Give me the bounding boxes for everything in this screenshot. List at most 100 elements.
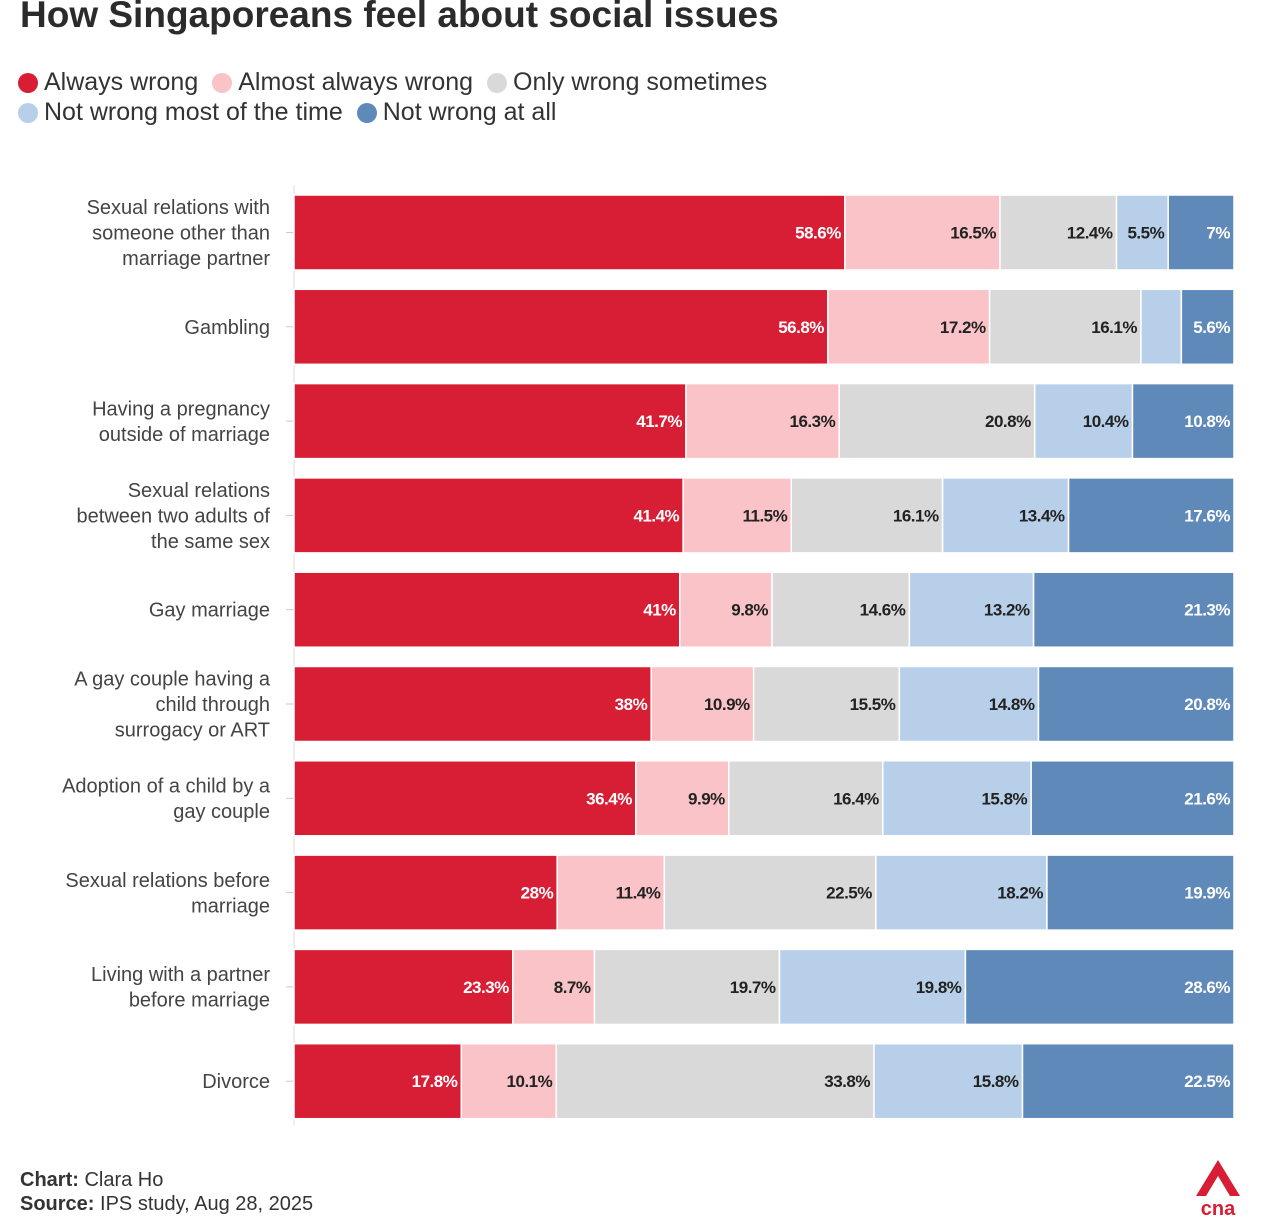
data-label: 38% (615, 695, 648, 714)
category-label: gay couple (173, 801, 270, 823)
category-label: Having a pregnancy (92, 398, 270, 420)
bar-segment (999, 194, 1118, 271)
stacked-bar-chart: Sexual relations with someone other than m… (62, 185, 1235, 1125)
data-label: 58.6% (795, 224, 841, 243)
data-label: 16.1% (893, 506, 939, 525)
bar-segment (512, 948, 596, 1026)
legend-label-not-wrong-most: Not wrong most of the time (44, 98, 343, 126)
data-label: 21.3% (1184, 601, 1230, 620)
data-label: 16.4% (833, 789, 879, 808)
legend-item-not-wrong-at-all: Not wrong at all (356, 98, 556, 127)
bar-segment (873, 1042, 1024, 1120)
bar-segment (941, 477, 1070, 554)
bar-segment (1037, 665, 1235, 743)
legend-label-always-wrong: Always wrong (44, 68, 199, 96)
bar-segment (988, 288, 1142, 366)
bar-segment (1167, 194, 1235, 271)
data-label: 18.2% (997, 884, 1043, 903)
data-label: 14.6% (860, 601, 906, 620)
legend-swatch-almost-always-wrong (212, 72, 233, 93)
category-label: the same sex (151, 531, 270, 553)
bar-segment (1046, 854, 1235, 931)
data-label: 41% (643, 601, 676, 620)
data-label: 10.4% (1083, 412, 1129, 431)
data-label: 17.8% (412, 1072, 458, 1091)
chart-credit-value: Clara Ho (84, 1169, 164, 1191)
bar-segment (682, 477, 793, 554)
legend-swatch-not-wrong-at-all (356, 102, 377, 123)
cna-logo-text: cna (1201, 1198, 1236, 1218)
category-label: marriage partner (122, 248, 270, 270)
bar-segment (460, 1042, 558, 1120)
bar-segment (771, 571, 911, 648)
data-label: 11.5% (742, 506, 787, 525)
data-label: 5.5% (1127, 224, 1164, 243)
data-label: 15.8% (981, 789, 1027, 808)
data-label: 22.5% (826, 884, 872, 903)
bar-segment (293, 760, 637, 837)
source-credit: Source: IPS study, Aug 28, 2025 (20, 1192, 313, 1216)
data-label: 16.1% (1091, 318, 1137, 337)
data-label: 15.5% (850, 695, 896, 714)
legend-item-always-wrong: Always wrong (18, 68, 198, 97)
bar-segment (293, 1042, 463, 1120)
bar-segment (293, 382, 687, 460)
source-credit-label: Source: (20, 1193, 95, 1215)
category-label: Divorce (202, 1071, 270, 1093)
category-label: marriage (191, 895, 270, 917)
data-label: 28.6% (1184, 978, 1230, 997)
data-label: 20.8% (1184, 695, 1230, 714)
bar-segment (293, 288, 829, 366)
data-label: 20.8% (985, 412, 1031, 431)
bar-segment (844, 194, 1001, 271)
cna-logo: cna (1196, 1160, 1240, 1218)
data-label: 5.6% (1193, 318, 1230, 337)
category-label: Living with a partner (91, 964, 270, 986)
data-label: 14.8% (989, 695, 1035, 714)
legend-item-only-wrong-sometimes: Only wrong sometimes (487, 68, 767, 97)
category-label: between two adults of (77, 505, 271, 527)
credits: Chart: Clara Ho Source: IPS study, Aug 2… (20, 1168, 313, 1216)
bar-segment (827, 288, 991, 366)
legend-label-only-wrong-sometimes: Only wrong sometimes (513, 68, 768, 96)
bar-segment (964, 948, 1235, 1026)
bar-segment (555, 1042, 875, 1120)
bar-segment (1033, 382, 1134, 460)
data-label: 10.1% (507, 1072, 553, 1091)
data-label: 22.5% (1184, 1072, 1230, 1091)
data-label: 36.4% (586, 789, 632, 808)
data-label: 23.3% (463, 978, 509, 997)
category-label: Sexual relations with (87, 197, 270, 219)
bar-segment (790, 477, 944, 554)
data-label: 17.6% (1184, 506, 1230, 525)
data-label: 12.4% (1067, 224, 1113, 243)
category-label: surrogacy or ART (115, 720, 270, 742)
category-label: someone other than (92, 223, 270, 245)
bar-segment (556, 854, 666, 931)
bar-segment (728, 760, 884, 837)
bar-segment (293, 665, 652, 743)
data-label: 8.7% (554, 978, 591, 997)
category-label: A gay couple having a (74, 669, 271, 691)
bar-segment (1030, 760, 1235, 837)
data-label: 7% (1206, 224, 1230, 243)
source-credit-value: IPS study, Aug 28, 2025 (100, 1193, 314, 1215)
bar-segment (1021, 1042, 1235, 1120)
category-label: before marriage (129, 990, 270, 1012)
category-label: child through (155, 694, 270, 716)
bar-segment (1131, 382, 1235, 460)
data-label: 9.9% (688, 789, 725, 808)
data-label: 19.9% (1184, 884, 1230, 903)
bar-segment (838, 382, 1036, 460)
data-label: 19.7% (730, 978, 776, 997)
data-label: 33.8% (824, 1072, 870, 1091)
data-label: 16.3% (789, 412, 835, 431)
data-label: 15.8% (973, 1072, 1019, 1091)
cna-logo-mark (1196, 1160, 1240, 1196)
bar-segment (1140, 288, 1183, 366)
category-label: Sexual relations (128, 480, 270, 502)
category-label: Sexual relations before (65, 870, 270, 892)
bar-segment (1067, 477, 1235, 554)
data-label: 9.8% (731, 601, 768, 620)
data-label: 19.8% (916, 978, 962, 997)
